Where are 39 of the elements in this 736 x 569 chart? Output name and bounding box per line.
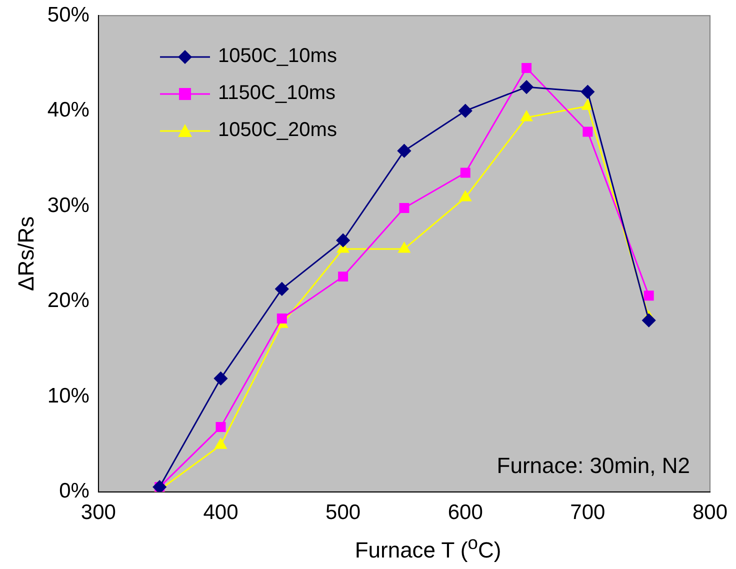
point [398,242,410,253]
point [644,290,654,301]
point [216,422,226,432]
point [275,282,289,296]
annotation: Furnace: 30min, N2 [496,452,690,478]
y-tick-label: 30% [47,194,90,217]
y-axis-title: ΔRs/Rs [13,216,38,291]
y-tick-label: 0% [59,480,90,503]
x-axis-title: Furnace T ($^{o}$C) [354,532,502,564]
point [338,272,348,282]
x-tick-label: 800 [692,501,728,524]
y-tick-label: 10% [47,384,90,408]
point [214,372,228,386]
legend-label: 1150C_10ms [218,82,336,105]
point [582,126,593,137]
point [642,314,656,328]
legend-label: 1050C_20ms [218,119,337,142]
y-tick-label: 50% [47,3,90,26]
x-tick-label: 500 [326,501,361,524]
point [520,110,532,122]
point [520,80,534,94]
point [399,202,410,213]
x-tick-label: 300 [80,501,116,524]
x-tick-label: 700 [570,501,606,524]
y-tick-label: 20% [47,289,90,312]
point [397,144,411,158]
point [460,168,470,178]
point [214,438,227,449]
point [459,190,472,202]
point [522,62,532,73]
point [276,313,287,324]
point [458,104,472,118]
point [336,234,350,248]
x-tick-label: 600 [448,501,483,524]
point [580,85,594,99]
legend-label: 1050C_10ms [218,45,337,68]
point [582,99,594,110]
y-tick-label: 40% [47,98,90,122]
x-tick-label: 400 [203,501,238,524]
